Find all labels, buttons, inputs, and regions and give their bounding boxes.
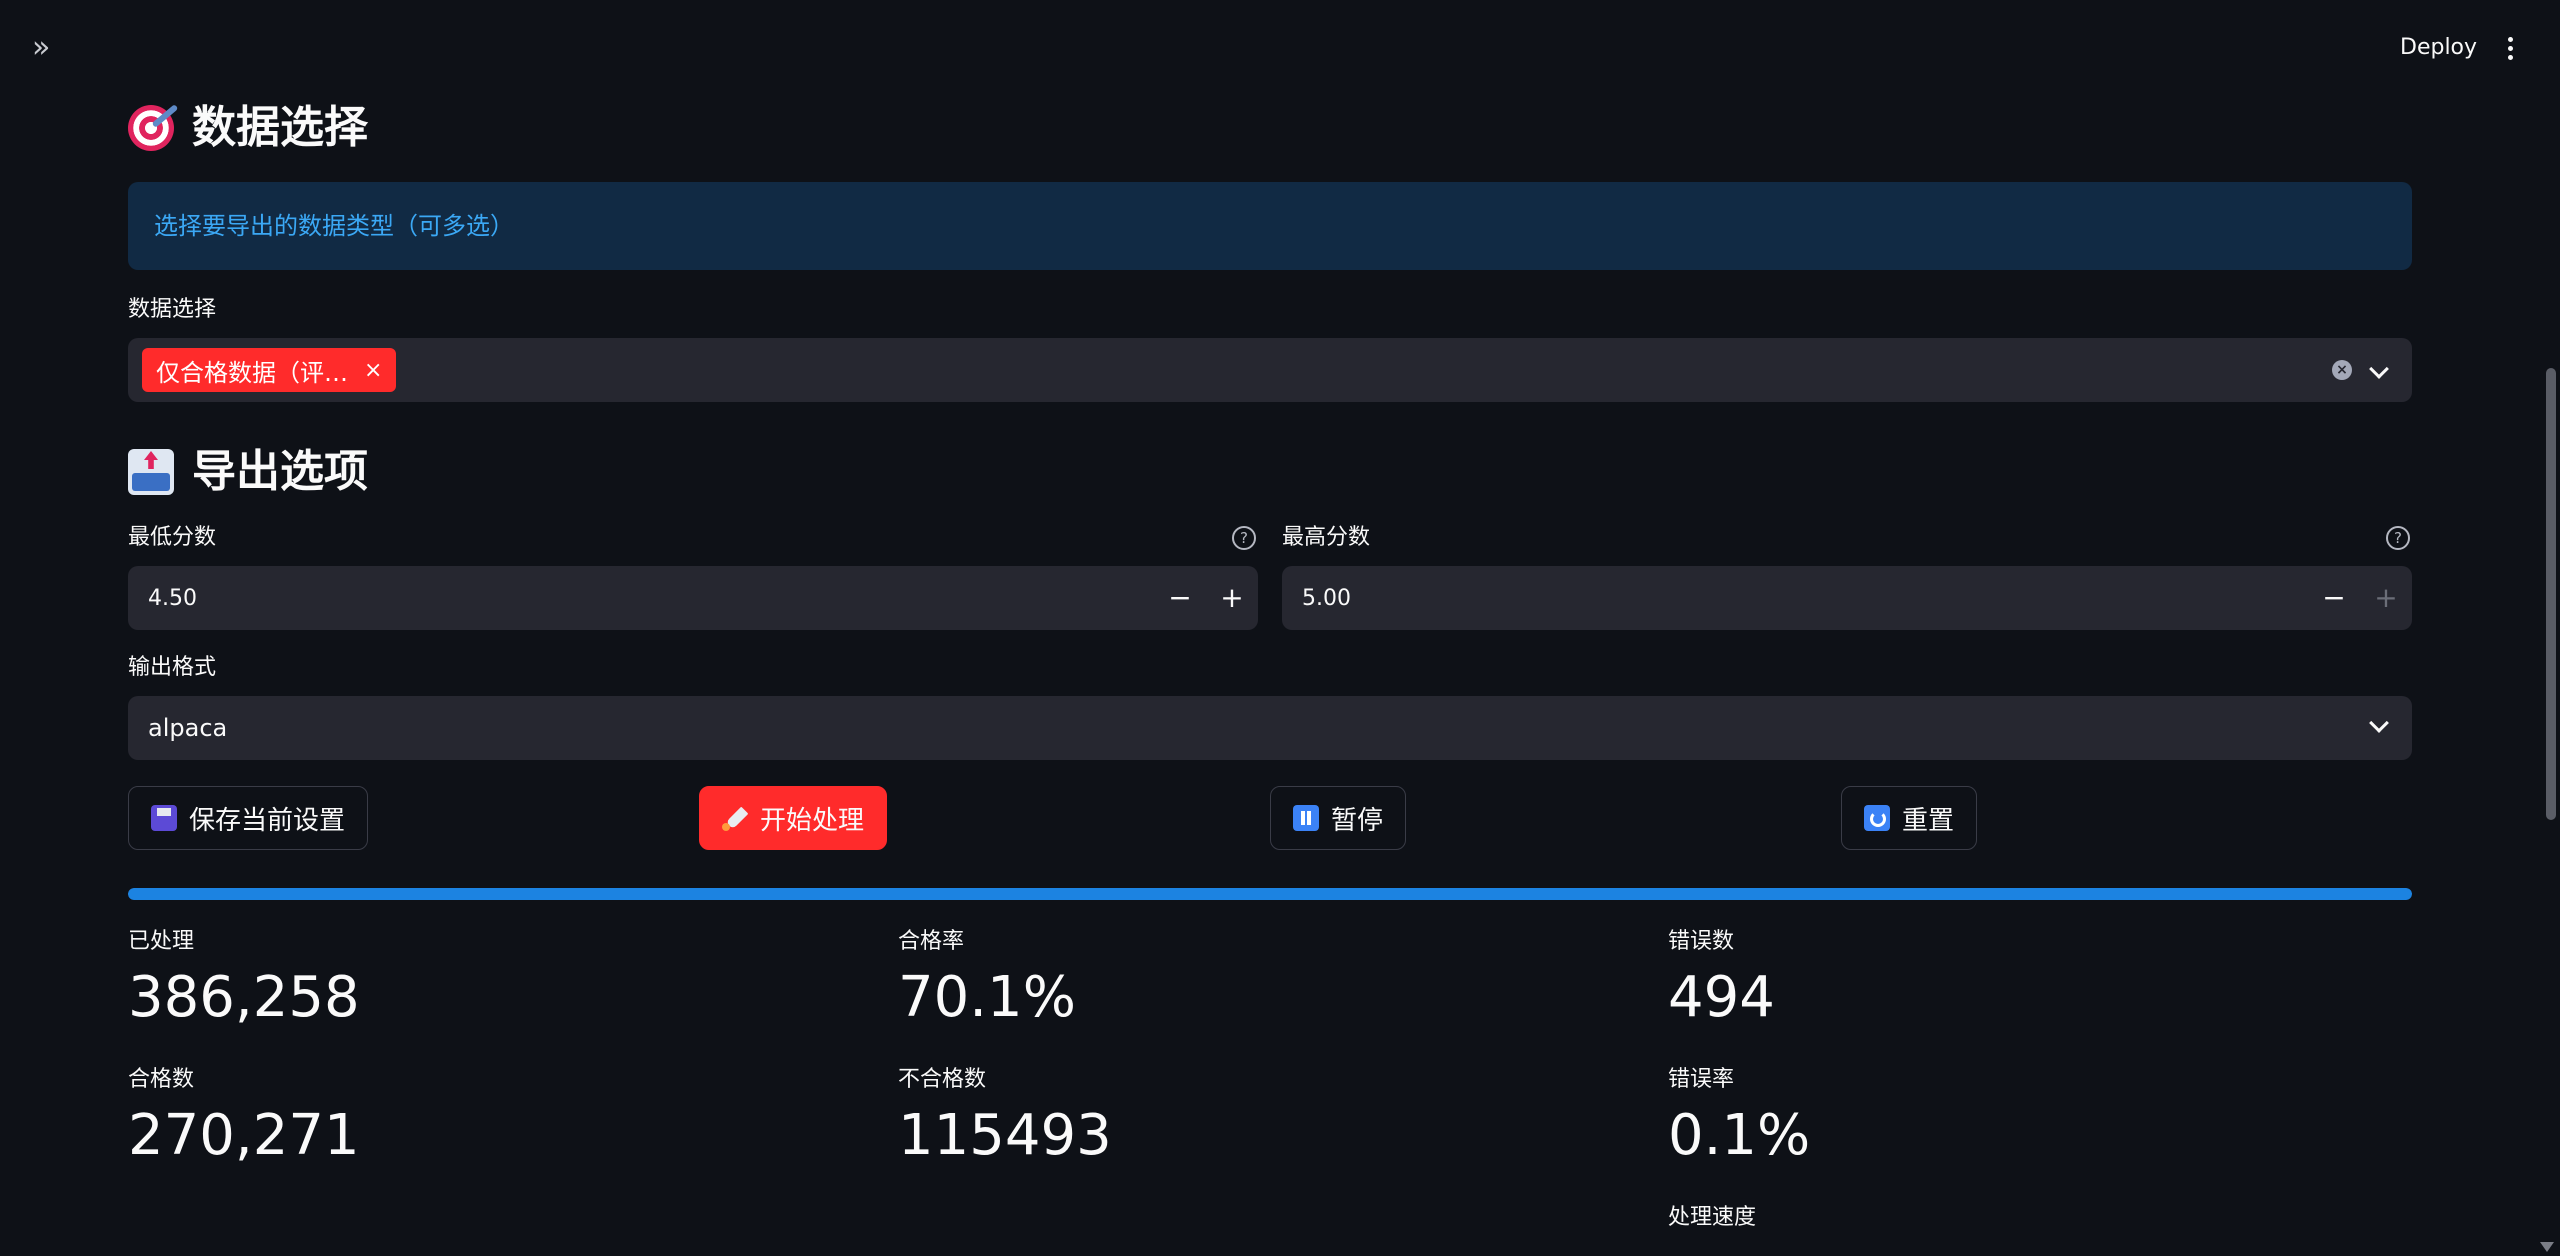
help-icon[interactable]: ? bbox=[1232, 526, 1256, 550]
metric-value: 494 bbox=[1668, 965, 1775, 1030]
metric-failed: 不合格数 115493 bbox=[898, 1064, 1668, 1176]
chevron-down-icon[interactable] bbox=[2369, 359, 2389, 379]
chevron-down-icon[interactable] bbox=[2369, 713, 2389, 733]
progress-fill bbox=[128, 888, 2412, 900]
metric-speed: 处理速度 bbox=[1668, 1202, 2412, 1234]
save-settings-button[interactable]: 保存当前设置 bbox=[128, 786, 369, 850]
metric-label: 处理速度 bbox=[1668, 1205, 1757, 1230]
data-select-label: 数据选择 bbox=[128, 297, 217, 322]
target-icon bbox=[128, 105, 174, 151]
scroll-down-icon[interactable] bbox=[2540, 1242, 2554, 1252]
metric-pass-rate: 合格率 70.1% bbox=[898, 926, 1668, 1038]
export-options-title: 导出选项 bbox=[192, 446, 368, 497]
outbox-icon bbox=[128, 449, 174, 495]
start-processing-label: 开始处理 bbox=[760, 805, 865, 836]
data-selection-title: 数据选择 bbox=[192, 102, 368, 153]
output-format-select[interactable]: alpaca bbox=[128, 696, 2412, 760]
max-score-increment-button[interactable]: + bbox=[2374, 581, 2398, 614]
metric-label: 错误率 bbox=[1668, 1067, 1735, 1092]
main-menu-icon[interactable] bbox=[2496, 28, 2524, 68]
pause-label: 暂停 bbox=[1331, 805, 1384, 836]
chip-remove-icon[interactable]: × bbox=[364, 357, 383, 383]
pause-button[interactable]: 暂停 bbox=[1270, 786, 1407, 850]
save-settings-label: 保存当前设置 bbox=[189, 805, 346, 836]
output-format-label: 输出格式 bbox=[128, 655, 217, 680]
metric-label: 错误数 bbox=[1668, 929, 1735, 954]
metric-label: 合格数 bbox=[128, 1067, 195, 1092]
info-alert: 选择要导出的数据类型（可多选） bbox=[128, 182, 2412, 270]
export-options-heading: 导出选项 bbox=[128, 436, 2412, 508]
start-processing-button[interactable]: 开始处理 bbox=[699, 786, 888, 850]
clear-all-icon[interactable]: × bbox=[2332, 360, 2352, 380]
metric-passed: 合格数 270,271 bbox=[128, 1064, 898, 1176]
pause-icon bbox=[1293, 805, 1319, 831]
help-icon[interactable]: ? bbox=[2386, 526, 2410, 550]
metric-value: 0.1% bbox=[1668, 1103, 1811, 1168]
output-format-value: alpaca bbox=[148, 714, 228, 742]
data-multiselect[interactable]: 仅合格数据（评… × × bbox=[128, 338, 2412, 402]
metric-error-rate: 错误率 0.1% bbox=[1668, 1064, 2412, 1176]
chip-label: 仅合格数据（评… bbox=[156, 358, 348, 387]
max-score-label: 最高分数 bbox=[1282, 525, 1371, 550]
rocket-icon bbox=[722, 805, 748, 831]
sidebar-expand-icon[interactable]: » bbox=[32, 30, 51, 65]
max-score-input[interactable]: 5.00 − + bbox=[1282, 566, 2412, 630]
metric-error-count: 错误数 494 bbox=[1668, 926, 2412, 1038]
max-score-decrement-button[interactable]: − bbox=[2322, 581, 2346, 614]
refresh-icon bbox=[1864, 805, 1890, 831]
min-score-increment-button[interactable]: + bbox=[1220, 581, 1244, 614]
metric-processed: 已处理 386,258 bbox=[128, 926, 898, 1038]
reset-button[interactable]: 重置 bbox=[1841, 786, 1978, 850]
metrics-grid: 已处理 386,258 合格率 70.1% 错误数 494 合格数 270,27… bbox=[128, 926, 2412, 1234]
selected-chip: 仅合格数据（评… × bbox=[142, 348, 397, 392]
progress-bar bbox=[128, 888, 2412, 900]
metric-value: 115493 bbox=[898, 1103, 1112, 1168]
min-score-input[interactable]: 4.50 − + bbox=[128, 566, 1258, 630]
reset-label: 重置 bbox=[1902, 805, 1955, 836]
data-selection-heading: 数据选择 bbox=[128, 92, 2412, 164]
deploy-button[interactable]: Deploy bbox=[2400, 35, 2478, 60]
floppy-disk-icon bbox=[151, 805, 177, 831]
metric-empty bbox=[128, 1202, 898, 1234]
metric-value: 386,258 bbox=[128, 965, 360, 1030]
metric-value: 270,271 bbox=[128, 1103, 360, 1168]
min-score-decrement-button[interactable]: − bbox=[1168, 581, 1192, 614]
main-content: 数据选择 选择要导出的数据类型（可多选） 数据选择 仅合格数据（评… × × 导… bbox=[128, 92, 2412, 1234]
min-score-value[interactable]: 4.50 bbox=[148, 585, 197, 611]
metric-label: 不合格数 bbox=[898, 1067, 987, 1092]
metric-label: 已处理 bbox=[128, 929, 195, 954]
metric-value: 70.1% bbox=[898, 965, 1076, 1030]
metric-label: 合格率 bbox=[898, 929, 965, 954]
metric-empty bbox=[898, 1202, 1668, 1234]
max-score-value[interactable]: 5.00 bbox=[1302, 585, 1351, 611]
min-score-label: 最低分数 bbox=[128, 525, 217, 550]
scrollbar-thumb[interactable] bbox=[2546, 368, 2556, 820]
